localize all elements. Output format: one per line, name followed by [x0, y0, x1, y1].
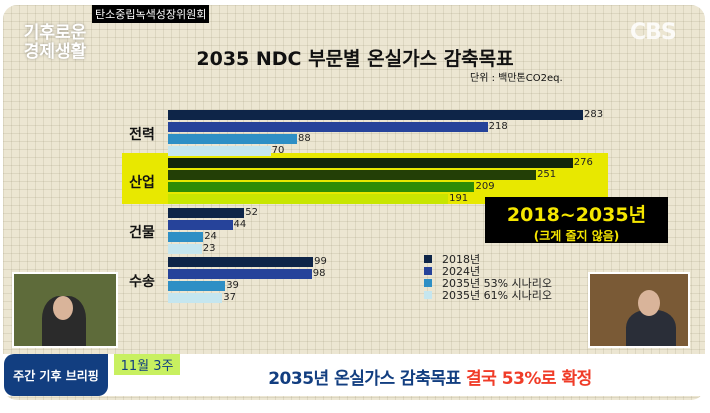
legend-label: 2035년 61% 시나리오	[442, 289, 553, 302]
bar	[168, 220, 233, 230]
broadcaster-logo: CBS	[630, 20, 677, 45]
legend-label: 2024년	[442, 265, 481, 278]
guest-video-right	[588, 272, 690, 348]
data-label: 23	[202, 243, 216, 254]
category-label: 수송	[129, 274, 155, 290]
legend-item: 2024년	[424, 265, 552, 278]
legend-item: 2018년	[424, 253, 552, 266]
bar	[168, 134, 298, 144]
callout-main: 2018~2035년	[506, 204, 647, 226]
bar	[168, 232, 204, 242]
data-label: 283	[584, 109, 604, 120]
bar	[168, 208, 245, 218]
legend-swatch	[424, 291, 432, 299]
data-label: 209	[475, 181, 495, 192]
bar	[168, 122, 488, 132]
bar	[168, 110, 583, 120]
chart-unit: 단위 : 백만톤CO2eq.	[470, 73, 563, 84]
data-label: 44	[233, 219, 247, 230]
chart-legend: 2018년 2024년 2035년 53% 시나리오 2035년 61% 시나리오	[424, 253, 553, 302]
category-label: 건물	[129, 225, 155, 241]
data-label: 99	[314, 256, 327, 267]
callout-sub: (크게 줄지 않음)	[533, 229, 620, 243]
data-label: 251	[537, 169, 557, 180]
legend-item: 2035년 53% 시나리오	[424, 277, 553, 290]
legend-label: 2018년	[442, 253, 481, 266]
data-label: 24	[204, 231, 217, 242]
program-badge: 주간 기후 브리핑	[4, 354, 108, 396]
data-label: 276	[573, 157, 593, 168]
headline-main: 2035년 온실가스 감축목표	[268, 369, 467, 389]
headline-emphasis: 결국 53%로 확정	[466, 369, 592, 389]
bar	[168, 269, 312, 279]
presenter-video-left	[12, 272, 118, 348]
data-label: 98	[312, 268, 326, 279]
bar	[168, 194, 449, 204]
bar	[168, 257, 314, 267]
legend-swatch	[424, 255, 432, 263]
data-label: 52	[245, 207, 258, 218]
category-label: 전력	[129, 127, 155, 143]
bar	[168, 281, 226, 291]
headline: 2035년 온실가스 감축목표 결국 53%로 확정	[180, 364, 680, 389]
show-logo: 기후로운 경제생활	[23, 23, 87, 62]
data-label: 218	[488, 121, 508, 132]
bar	[168, 182, 475, 192]
legend-swatch	[424, 279, 432, 287]
data-label: 70	[271, 145, 285, 156]
callout-box: 2018~2035년 (크게 줄지 않음)	[485, 197, 668, 243]
bar	[168, 293, 223, 303]
week-label: 11월 3주	[114, 354, 180, 375]
bar	[168, 158, 573, 168]
legend-item: 2035년 61% 시나리오	[424, 289, 553, 302]
bar	[168, 170, 537, 180]
bar	[168, 146, 271, 156]
source-label: 탄소중립녹색성장위원회	[92, 5, 210, 23]
bar	[168, 244, 202, 254]
chart-title: 2035 NDC 부문별 온실가스 감축목표	[196, 48, 514, 70]
data-label: 191	[449, 193, 469, 204]
category-label: 산업	[129, 175, 155, 191]
data-label: 37	[223, 292, 236, 303]
data-label: 88	[298, 133, 311, 144]
legend-label: 2035년 53% 시나리오	[442, 277, 553, 290]
legend-swatch	[424, 267, 432, 275]
data-label: 39	[226, 280, 239, 291]
